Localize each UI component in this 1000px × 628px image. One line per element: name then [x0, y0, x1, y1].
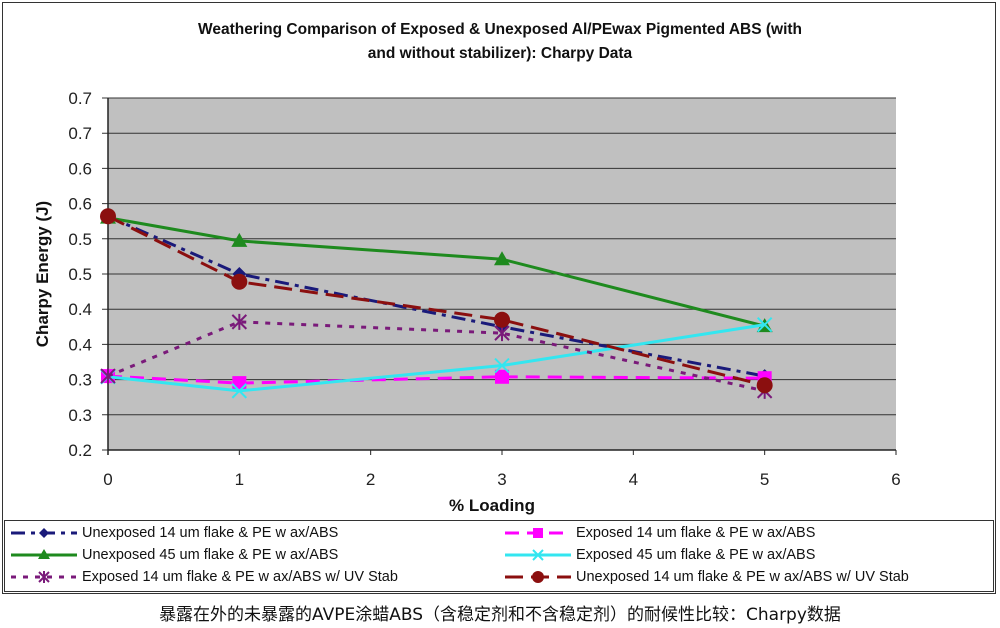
legend-label: Exposed 45 um flake & PE w ax/ABS	[576, 547, 816, 563]
circle-marker	[231, 273, 248, 290]
triangle-marker	[494, 251, 510, 266]
y-tick-label: 0.6	[68, 159, 92, 178]
y-tick-label: 0.7	[68, 89, 92, 108]
circle-marker	[494, 311, 510, 328]
x-marker	[494, 357, 510, 374]
x-tick-label: 2	[366, 470, 375, 489]
square-marker	[232, 376, 247, 391]
x-tick-label: 6	[891, 470, 900, 489]
square-marker	[533, 528, 543, 538]
diamond-marker	[39, 528, 49, 538]
y-tick-label: 0.4	[68, 300, 92, 319]
star-marker	[100, 368, 116, 385]
circle-marker	[532, 571, 544, 583]
legend-swatch	[505, 549, 571, 561]
y-tick-label: 0.3	[68, 406, 92, 425]
x-tick-label: 5	[760, 470, 769, 489]
chart-title-line-1: Weathering Comparison of Exposed & Unexp…	[197, 21, 802, 38]
series-line	[107, 323, 765, 393]
triangle-marker	[38, 549, 50, 559]
x-tick-label: 3	[497, 470, 506, 489]
x-marker	[532, 549, 544, 561]
star-marker	[494, 325, 510, 342]
legend-item: Unexposed 14 um flake & PE w ax/ABS	[9, 523, 338, 543]
x-marker	[756, 316, 773, 333]
y-tick-label: 0.5	[68, 230, 92, 249]
star-marker	[231, 313, 248, 330]
y-tick-label: 0.3	[68, 371, 92, 390]
circle-marker	[756, 377, 773, 394]
legend-label: Unexposed 14 um flake & PE w ax/ABS	[82, 525, 339, 541]
legend-label: Unexposed 14 um flake & PE w ax/ABS w/ U…	[576, 569, 909, 585]
legend-label: Exposed 14 um flake & PE w ax/ABS w/ UV …	[82, 569, 398, 585]
line-chart: 0.2 0.3 0.3 0.4 0.4 0.5 0.5 0.6 0.6 0.7 0.7 0 1 2 3 4 5 6…	[33, 89, 901, 515]
series-5	[100, 313, 773, 399]
legend-label: Unexposed 45 um flake & PE w ax/ABS	[82, 547, 339, 563]
series-line	[107, 214, 766, 387]
y-axis-label: Charpy Energy (J)	[33, 201, 52, 347]
chart-title: Weathering Comparison of Exposed & Unexp…	[0, 18, 1000, 66]
chart-frame	[2, 2, 996, 594]
y-tick-label: 0.5	[68, 265, 92, 284]
legend-swatch	[11, 571, 77, 583]
legend-swatch	[11, 549, 77, 559]
series-6	[100, 208, 773, 394]
legend-item: Unexposed 14 um flake & PE w ax/ABS w/ U…	[503, 567, 909, 587]
y-tick-label: 0.2	[68, 441, 92, 460]
square-marker	[495, 369, 509, 384]
triangle-marker	[231, 232, 248, 247]
x-tick-label: 0	[103, 470, 112, 489]
legend-swatch	[11, 528, 77, 538]
x-axis-label: % Loading	[449, 496, 535, 515]
x-tick-label: 4	[629, 470, 638, 489]
circle-marker	[100, 208, 116, 225]
x-marker	[231, 383, 248, 399]
y-tick-label: 0.6	[68, 195, 92, 214]
legend-swatch	[505, 571, 571, 583]
series-line	[107, 216, 766, 328]
caption: 暴露在外的未暴露的AVPE涂蜡ABS（含稳定剂和不含稳定剂）的耐候性比较：Cha…	[159, 605, 841, 625]
y-tick-label: 0.4	[68, 335, 92, 354]
chart-title-line-2: and without stabilizer): Charpy Data	[367, 45, 633, 62]
legend-item: Exposed 14 um flake & PE w ax/ABS w/ UV …	[9, 567, 398, 587]
legend-item: Exposed 14 um flake & PE w ax/ABS	[503, 523, 815, 543]
x-tick-label: 1	[235, 470, 244, 489]
star-marker	[38, 571, 50, 583]
legend-swatch	[505, 528, 571, 538]
legend-label: Exposed 14 um flake & PE w ax/ABS	[576, 525, 816, 541]
legend-item: Exposed 45 um flake & PE w ax/ABS	[503, 545, 815, 565]
y-tick-label: 0.7	[68, 124, 92, 143]
legend: Unexposed 14 um flake & PE w ax/ABS Expos…	[4, 520, 994, 592]
legend-item: Unexposed 45 um flake & PE w ax/ABS	[9, 545, 338, 565]
